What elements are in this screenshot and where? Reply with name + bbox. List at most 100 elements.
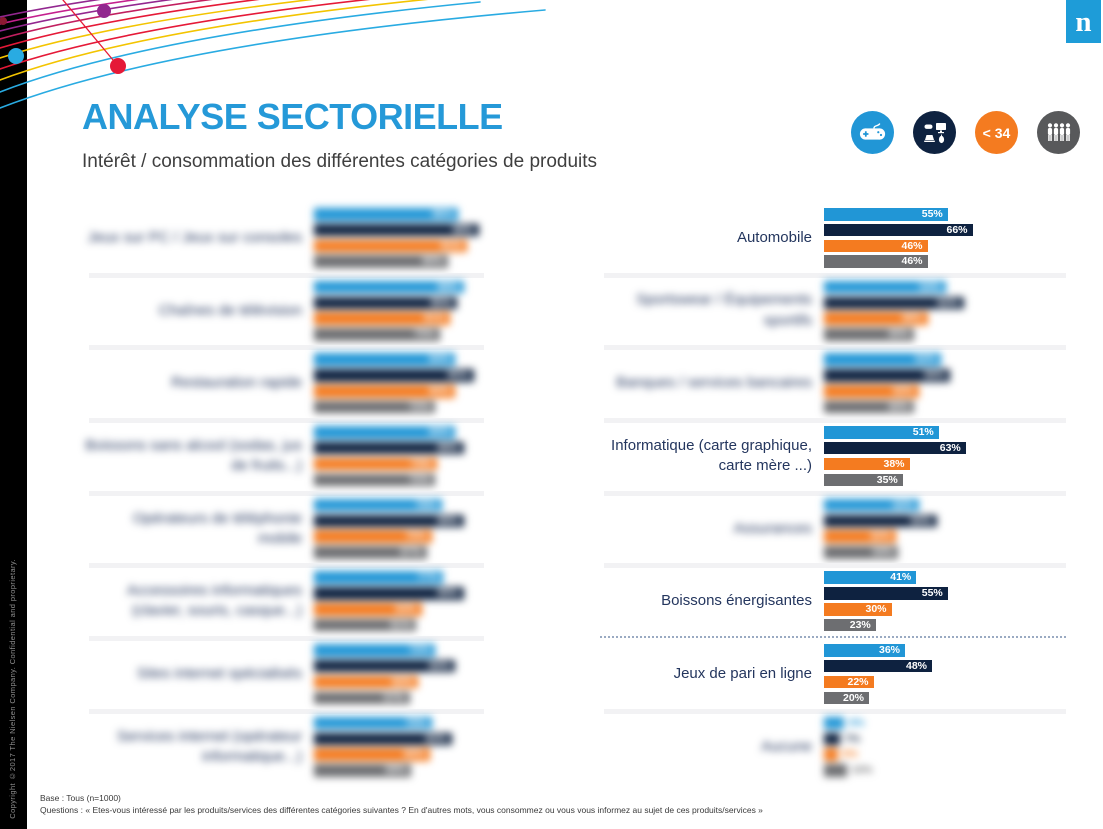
bar-row: 42%: [824, 498, 1066, 512]
bar-value: 33%: [872, 546, 894, 559]
bar-orange: 84%: [314, 385, 456, 398]
bar-blue: [824, 716, 845, 730]
bar-row: 63%: [824, 441, 1066, 455]
bar-row: 69%: [314, 748, 484, 761]
bar-value: 70%: [405, 530, 427, 543]
bar-blue: 51%: [824, 426, 939, 439]
bar-navy: 62%: [824, 296, 964, 310]
bar-gray: 40%: [824, 328, 914, 341]
bar-orange: 73%: [314, 457, 437, 471]
bar-value: 54%: [919, 280, 941, 293]
bar-row: 36%: [824, 644, 1066, 657]
bar-orange: 81%: [314, 312, 451, 325]
bar-value: 57%: [383, 691, 405, 704]
bar-row: 54%: [824, 280, 1066, 294]
bar-blue: 54%: [824, 280, 946, 294]
bar-group: 89% 85% 81% 75%: [314, 280, 484, 341]
right-chart-column: Automobile 55% 66% 46% 46% Sportswear / Équip…: [600, 208, 1066, 777]
nielsen-logo-letter: n: [1075, 6, 1092, 38]
category-row: Sportswear / Équipements sportifs 54% 62% 4…: [600, 280, 1066, 351]
bar-gray: 57%: [314, 691, 410, 705]
bar-gray: 67%: [314, 546, 427, 559]
bar-value: 81%: [424, 312, 446, 325]
category-label: Jeux sur PC / Jeux sur consoles: [87, 228, 302, 246]
bar-gray: 72%: [314, 400, 435, 414]
bar-navy: 48%: [824, 659, 932, 673]
gamepad-icon: [851, 111, 894, 154]
decorative-arcs: [0, 0, 546, 109]
category-row: Assurances 42% 50% 32% 33%: [600, 498, 1066, 569]
bar-gray: 75%: [314, 328, 440, 341]
bar-orange: 30%: [824, 603, 892, 616]
bar-value: 42%: [892, 385, 914, 398]
bar-row: 67%: [314, 546, 484, 559]
bar-row: 41%: [824, 571, 1066, 584]
bar-value: 10%: [851, 764, 873, 777]
category-label: Sportswear / Équipements sportifs: [636, 291, 812, 329]
bar-value: 69%: [403, 748, 425, 761]
bar-row: 30%: [824, 603, 1066, 616]
bar-row: 40%: [824, 400, 1066, 414]
category-label: Jeux de pari en ligne: [673, 665, 812, 682]
category-label: Informatique (carte graphique, carte mèr…: [611, 436, 812, 475]
bar-blue: 52%: [824, 353, 941, 366]
under-34-badge: < 34: [975, 111, 1018, 154]
bar-row: 89%: [314, 280, 484, 294]
category-label: Restauration rapide: [171, 374, 302, 392]
bar-row: 84%: [314, 659, 484, 673]
bar-navy: 82%: [314, 732, 452, 746]
bar-orange: 38%: [824, 457, 910, 471]
bar-navy: 63%: [824, 441, 966, 455]
bar-navy: 56%: [824, 369, 950, 382]
bar-value: 72%: [408, 400, 430, 413]
bar-gray: 40%: [824, 400, 914, 414]
category-label: Assurances: [733, 519, 812, 537]
bar-value: 23%: [849, 618, 871, 631]
bar-value: 98%: [452, 223, 474, 236]
bar-value: 56%: [923, 369, 945, 382]
bar-value: 84%: [429, 385, 451, 398]
bar-row: 55%: [824, 208, 1066, 221]
bar-value: 91%: [440, 239, 462, 252]
category-row: Accessoires informatiques (clavier, sour…: [85, 571, 484, 641]
left-edge-strip: [0, 0, 27, 829]
bar-value: 52%: [914, 353, 936, 366]
bar-row: 62%: [824, 296, 1066, 310]
bar-value: 7%: [844, 732, 860, 745]
bar-orange: 64%: [314, 603, 422, 616]
bar-row: 62%: [314, 675, 484, 689]
bar-row: 52%: [824, 353, 1066, 366]
bar-blue: 42%: [824, 498, 919, 512]
category-row: Aucune 9% 7% 6% 10%: [600, 716, 1066, 777]
bar-value: 46%: [901, 255, 923, 268]
category-label: Boissons énergisantes: [661, 592, 812, 610]
bar-gray: 35%: [824, 473, 903, 486]
bar-row: 72%: [314, 400, 484, 414]
footer: Base : Tous (n=1000) Questions : « Etes-…: [40, 792, 763, 817]
bar-row: 23%: [824, 618, 1066, 632]
bar-row: 46%: [824, 255, 1066, 268]
bar-value: 75%: [413, 328, 435, 341]
bar-value: 35%: [876, 473, 898, 486]
bar-navy: 84%: [314, 659, 456, 673]
bar-group: 36% 48% 22% 20%: [824, 644, 1066, 705]
bar-row: 33%: [824, 546, 1066, 559]
bar-group: 52% 56% 42% 40%: [824, 353, 1066, 414]
bar-navy: 98%: [314, 223, 479, 237]
bar-row: 58%: [314, 764, 484, 777]
bar-value: 55%: [921, 208, 943, 221]
bar-value: 89%: [437, 587, 459, 600]
bar-value: 30%: [865, 603, 887, 616]
bar-value: 70%: [405, 716, 427, 729]
bar-group: 72% 84% 62% 57%: [314, 644, 484, 705]
bar-row: 32%: [824, 530, 1066, 543]
bar-row: 40%: [824, 328, 1066, 341]
bar-group: 42% 50% 32% 33%: [824, 498, 1066, 559]
bar-blue: 70%: [314, 716, 432, 730]
bar-row: 10%: [824, 764, 1066, 777]
bar-row: 86%: [314, 208, 484, 221]
category-label: Opérateurs de téléphonie mobile: [132, 509, 302, 547]
bar-value: 6%: [842, 748, 858, 761]
bar-value: 62%: [392, 675, 414, 688]
bar-group: 41% 55% 30% 23%: [824, 571, 1066, 632]
